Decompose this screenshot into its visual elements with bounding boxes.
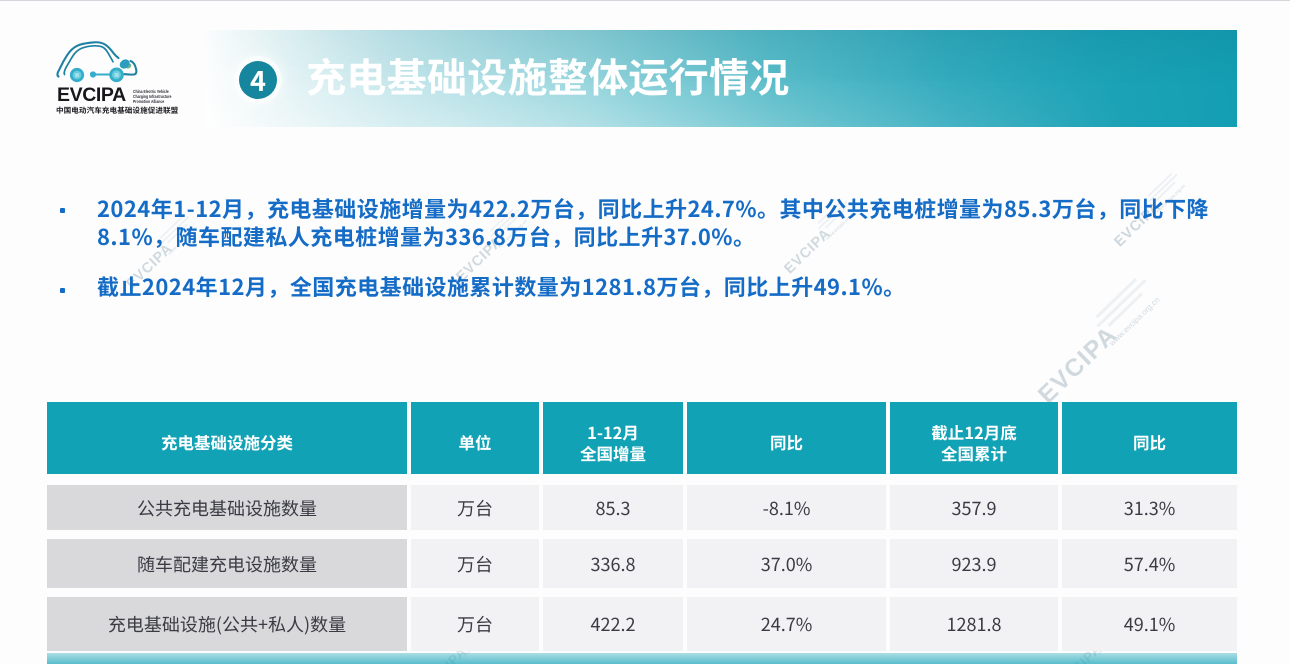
svg-text:EVCIPA: EVCIPA [1033, 321, 1123, 409]
